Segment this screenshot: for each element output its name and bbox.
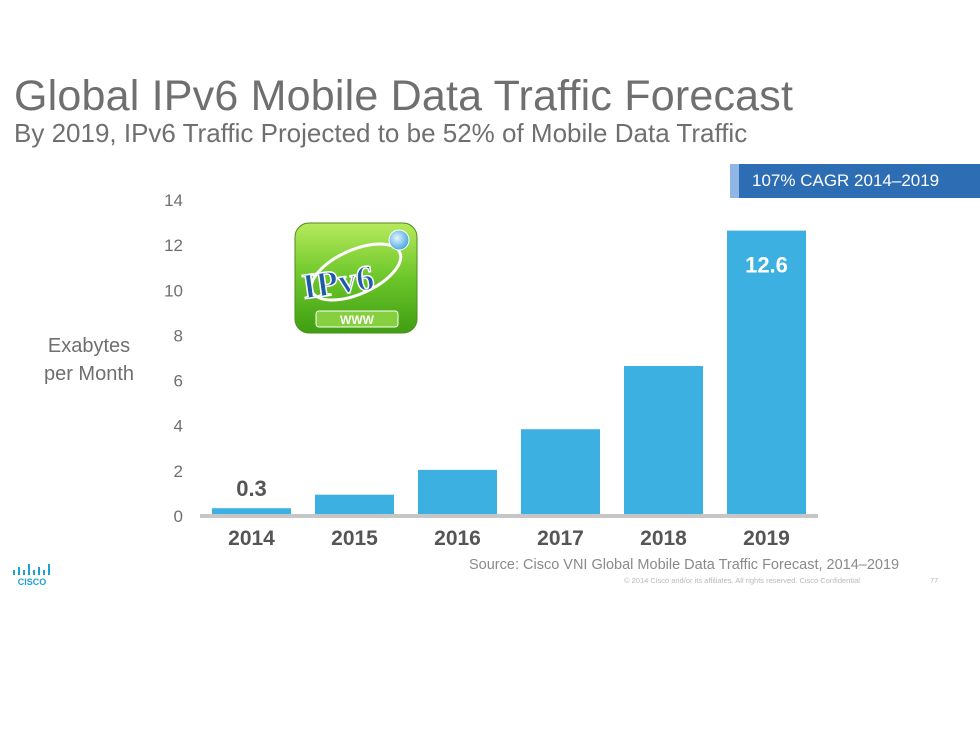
y-tick-label: 0 xyxy=(174,507,183,526)
page-number: 77 xyxy=(930,576,939,585)
ipv6-logo-banner: WWW xyxy=(340,313,375,327)
x-tick-label: 2017 xyxy=(537,527,584,550)
y-axis-label-line2: per Month xyxy=(43,363,135,385)
x-tick-label: 2018 xyxy=(640,527,687,550)
x-axis-line xyxy=(200,514,818,518)
data-label: 0.3 xyxy=(236,476,267,501)
bar-2016 xyxy=(418,469,497,515)
bar-2018 xyxy=(624,366,703,515)
y-axis-label: Exabytes per Month xyxy=(30,332,148,388)
ipv6-logo-icon: IPv6 WWW xyxy=(294,222,418,334)
cisco-logo-text: CISCO xyxy=(18,577,47,587)
y-tick-label: 6 xyxy=(174,372,183,391)
y-tick-label: 10 xyxy=(164,281,183,300)
ipv6-logo-letters: IPv6 xyxy=(300,257,377,307)
slide-subtitle: By 2019, IPv6 Traffic Projected to be 52… xyxy=(14,118,748,148)
x-tick-label: 2015 xyxy=(331,527,378,550)
bar-2015 xyxy=(315,494,394,515)
y-tick-label: 8 xyxy=(174,326,183,345)
cisco-logo-icon: CISCO xyxy=(13,564,50,587)
copyright-note: © 2014 Cisco and/or its affiliates. All … xyxy=(624,576,860,585)
x-tick-label: 2014 xyxy=(228,527,275,550)
cagr-badge: 107% CAGR 2014–2019 xyxy=(730,164,980,198)
y-tick-label: 14 xyxy=(164,191,183,210)
y-axis-label-line1: Exabytes xyxy=(47,335,131,357)
bar-2014 xyxy=(212,508,291,515)
y-tick-label: 12 xyxy=(164,236,183,255)
y-tick-label: 2 xyxy=(174,462,183,481)
source-note: Source: Cisco VNI Global Mobile Data Tra… xyxy=(469,557,900,573)
bar-2019 xyxy=(727,230,806,515)
data-label: 12.6 xyxy=(745,253,788,278)
bar-2017 xyxy=(521,429,600,515)
slide-title: Global IPv6 Mobile Data Traffic Forecast xyxy=(14,72,794,120)
y-tick-label: 4 xyxy=(174,417,183,436)
x-tick-label: 2019 xyxy=(743,527,790,550)
x-tick-label: 2016 xyxy=(434,527,481,550)
